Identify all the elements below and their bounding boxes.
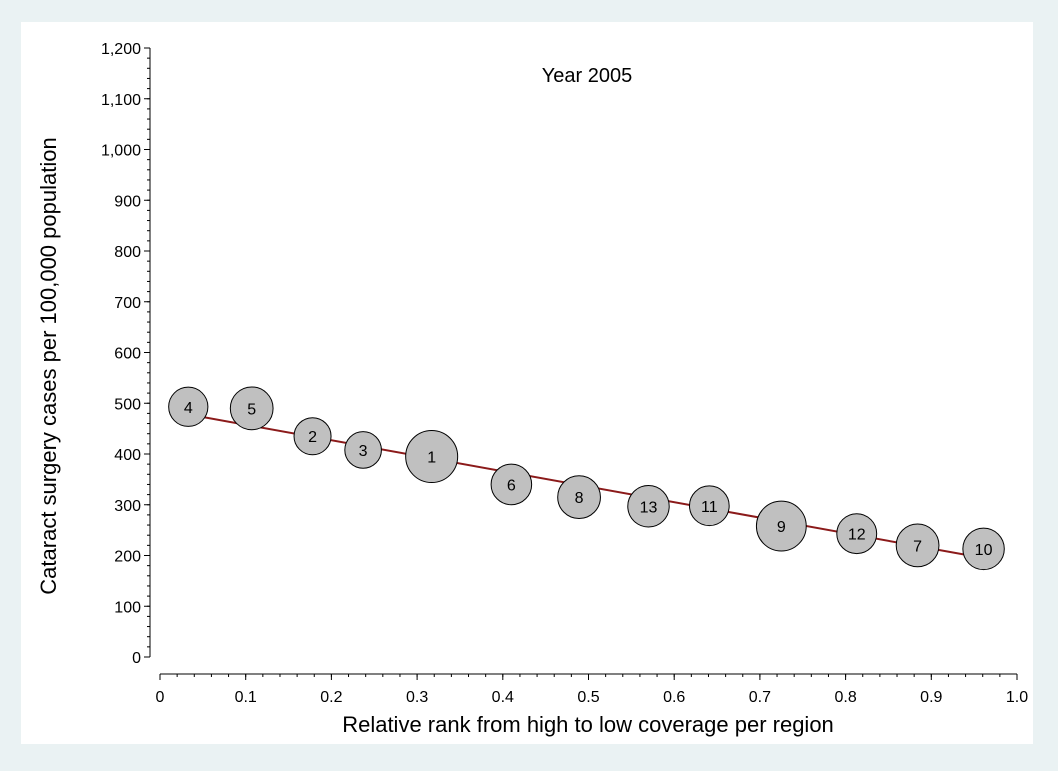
y-tick-label: 900 bbox=[114, 193, 141, 210]
point-marker bbox=[168, 386, 209, 427]
point-label: 3 bbox=[359, 443, 368, 460]
point-3: 3 bbox=[344, 431, 382, 469]
y-tick-label: 300 bbox=[114, 498, 141, 515]
point-marker bbox=[836, 513, 878, 555]
y-tick-label: 1,100 bbox=[101, 92, 141, 109]
y-tick-label: 600 bbox=[114, 346, 141, 363]
x-tick-label: 0 bbox=[156, 689, 165, 706]
x-tick-label: 0.8 bbox=[834, 689, 856, 706]
y-tick-label: 100 bbox=[114, 599, 141, 616]
point-marker bbox=[490, 463, 533, 506]
point-marker bbox=[895, 523, 940, 568]
point-13: 13 bbox=[627, 485, 670, 528]
point-1: 1 bbox=[405, 430, 459, 484]
x-tick-label: 0.7 bbox=[749, 689, 771, 706]
point-label: 12 bbox=[848, 527, 866, 544]
chart-title: Year 2005 bbox=[542, 65, 632, 87]
point-10: 10 bbox=[962, 527, 1005, 571]
point-label: 4 bbox=[184, 400, 193, 417]
point-marker bbox=[344, 431, 382, 469]
point-label: 9 bbox=[777, 519, 786, 536]
y-tick-label: 700 bbox=[114, 295, 141, 312]
y-tick-label: 1,000 bbox=[101, 143, 141, 160]
point-label: 1 bbox=[427, 450, 436, 467]
point-9: 9 bbox=[755, 500, 807, 552]
point-marker bbox=[293, 417, 332, 456]
point-4: 4 bbox=[168, 386, 209, 427]
point-label: 10 bbox=[975, 542, 993, 559]
x-axis-label: Relative rank from high to low coverage … bbox=[342, 712, 834, 737]
x-tick-label: 0.5 bbox=[577, 689, 599, 706]
y-tick-label: 500 bbox=[114, 396, 141, 413]
point-2: 2 bbox=[293, 417, 332, 456]
point-label: 2 bbox=[308, 429, 317, 446]
point-label: 11 bbox=[701, 499, 718, 516]
point-label: 8 bbox=[575, 490, 584, 507]
y-tick-label: 800 bbox=[114, 244, 141, 261]
points-group: 4 5 2 3 1 6 8 13 11 9 12 7 10 bbox=[168, 386, 1005, 571]
point-label: 13 bbox=[640, 499, 658, 516]
point-marker bbox=[688, 485, 730, 527]
x-tick-label: 0.4 bbox=[492, 689, 514, 706]
y-tick-label: 400 bbox=[114, 447, 141, 464]
x-tick-label: 0.6 bbox=[663, 689, 685, 706]
point-7: 7 bbox=[895, 523, 940, 568]
x-tick-label: 0.3 bbox=[406, 689, 428, 706]
point-11: 11 bbox=[688, 485, 730, 527]
x-tick-label: 0.2 bbox=[320, 689, 342, 706]
point-6: 6 bbox=[490, 463, 533, 506]
point-label: 7 bbox=[913, 538, 922, 555]
point-5: 5 bbox=[229, 386, 274, 431]
plot-area bbox=[21, 22, 1033, 744]
y-tick-label: 200 bbox=[114, 549, 141, 566]
axes: 01002003004005006007008009001,0001,1001,… bbox=[101, 41, 1028, 706]
y-tick-label: 1,200 bbox=[101, 41, 141, 58]
x-tick-label: 0.9 bbox=[920, 689, 942, 706]
x-tick-label: 1.0 bbox=[1006, 689, 1028, 706]
point-12: 12 bbox=[836, 513, 878, 555]
point-marker bbox=[557, 475, 601, 520]
point-marker bbox=[962, 527, 1005, 571]
point-marker bbox=[627, 485, 670, 528]
point-marker bbox=[755, 500, 807, 552]
x-tick-label: 0.1 bbox=[235, 689, 257, 706]
point-8: 8 bbox=[557, 475, 601, 520]
y-tick-label: 0 bbox=[132, 650, 141, 667]
point-marker bbox=[405, 430, 459, 484]
point-label: 6 bbox=[507, 477, 516, 494]
point-marker bbox=[229, 386, 274, 431]
point-label: 5 bbox=[247, 401, 256, 418]
y-axis-label: Cataract surgery cases per 100,000 popul… bbox=[36, 137, 61, 594]
